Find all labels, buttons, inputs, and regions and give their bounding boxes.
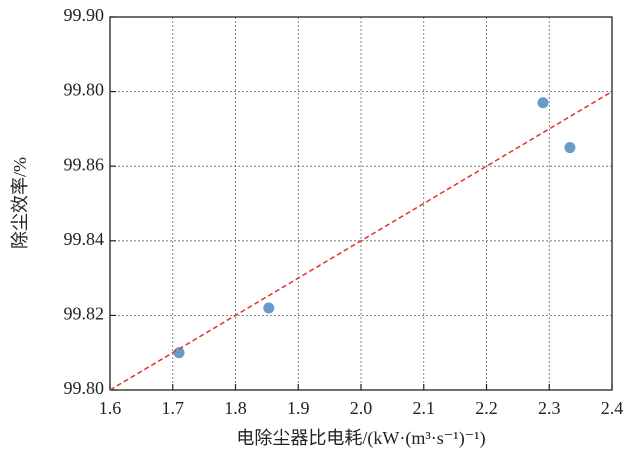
y-tick-label: 99.80 (64, 80, 105, 100)
point (263, 302, 275, 314)
x-tick-label: 1.8 (224, 398, 247, 418)
y-axis-label: 除尘效率/% (10, 157, 30, 249)
x-axis-label: 电除尘器比电耗/(kW·(m³·s⁻¹)⁻¹) (236, 428, 485, 449)
y-tick-label: 99.80 (64, 378, 105, 398)
y-tick-label: 99.86 (64, 154, 105, 174)
y-tick-label: 99.82 (64, 304, 105, 324)
point (173, 347, 185, 359)
trend-line (109, 90, 613, 391)
x-tick-label: 2.4 (601, 398, 624, 418)
x-tick-label: 2.3 (538, 398, 561, 418)
x-tick-label: 1.7 (162, 398, 185, 418)
x-tick-label: 1.9 (287, 398, 310, 418)
y-tick-label: 99.84 (64, 229, 105, 249)
point (564, 142, 576, 154)
x-tick-label: 2.2 (475, 398, 498, 418)
y-tick-label: 99.90 (64, 5, 105, 25)
x-tick-label: 1.6 (99, 398, 122, 418)
x-tick-label: 2.1 (413, 398, 436, 418)
plot-frame (109, 16, 613, 391)
x-tick-label: 2.0 (350, 398, 373, 418)
point (537, 97, 549, 109)
